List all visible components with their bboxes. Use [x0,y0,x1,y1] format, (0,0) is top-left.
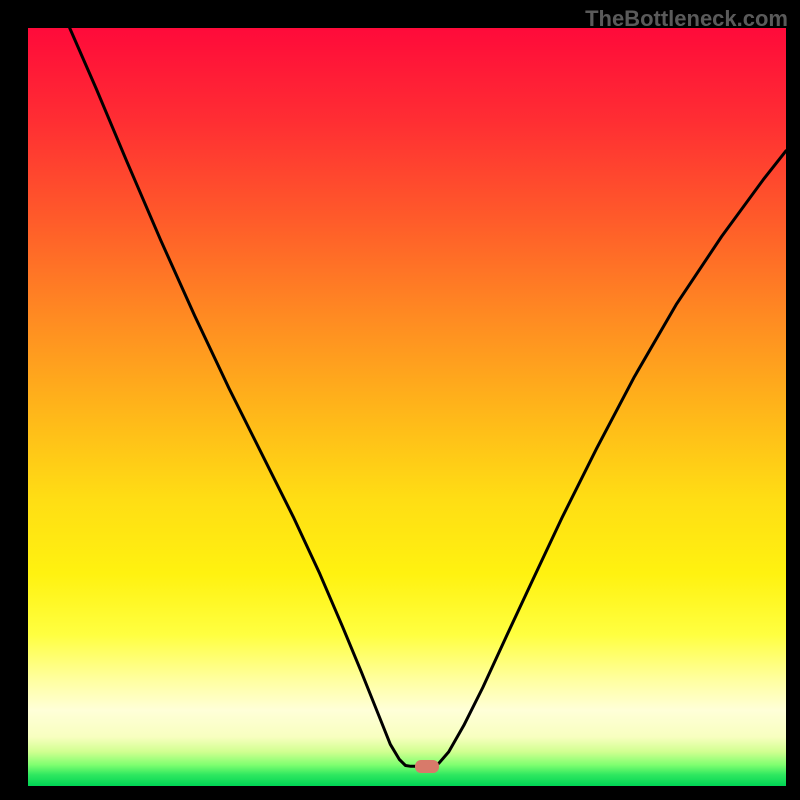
watermark-text: TheBottleneck.com [585,6,788,32]
plot-area [28,28,786,786]
optimum-marker [415,760,439,773]
bottleneck-chart: TheBottleneck.com [0,0,800,800]
chart-svg [28,28,786,786]
gradient-background [28,28,786,786]
